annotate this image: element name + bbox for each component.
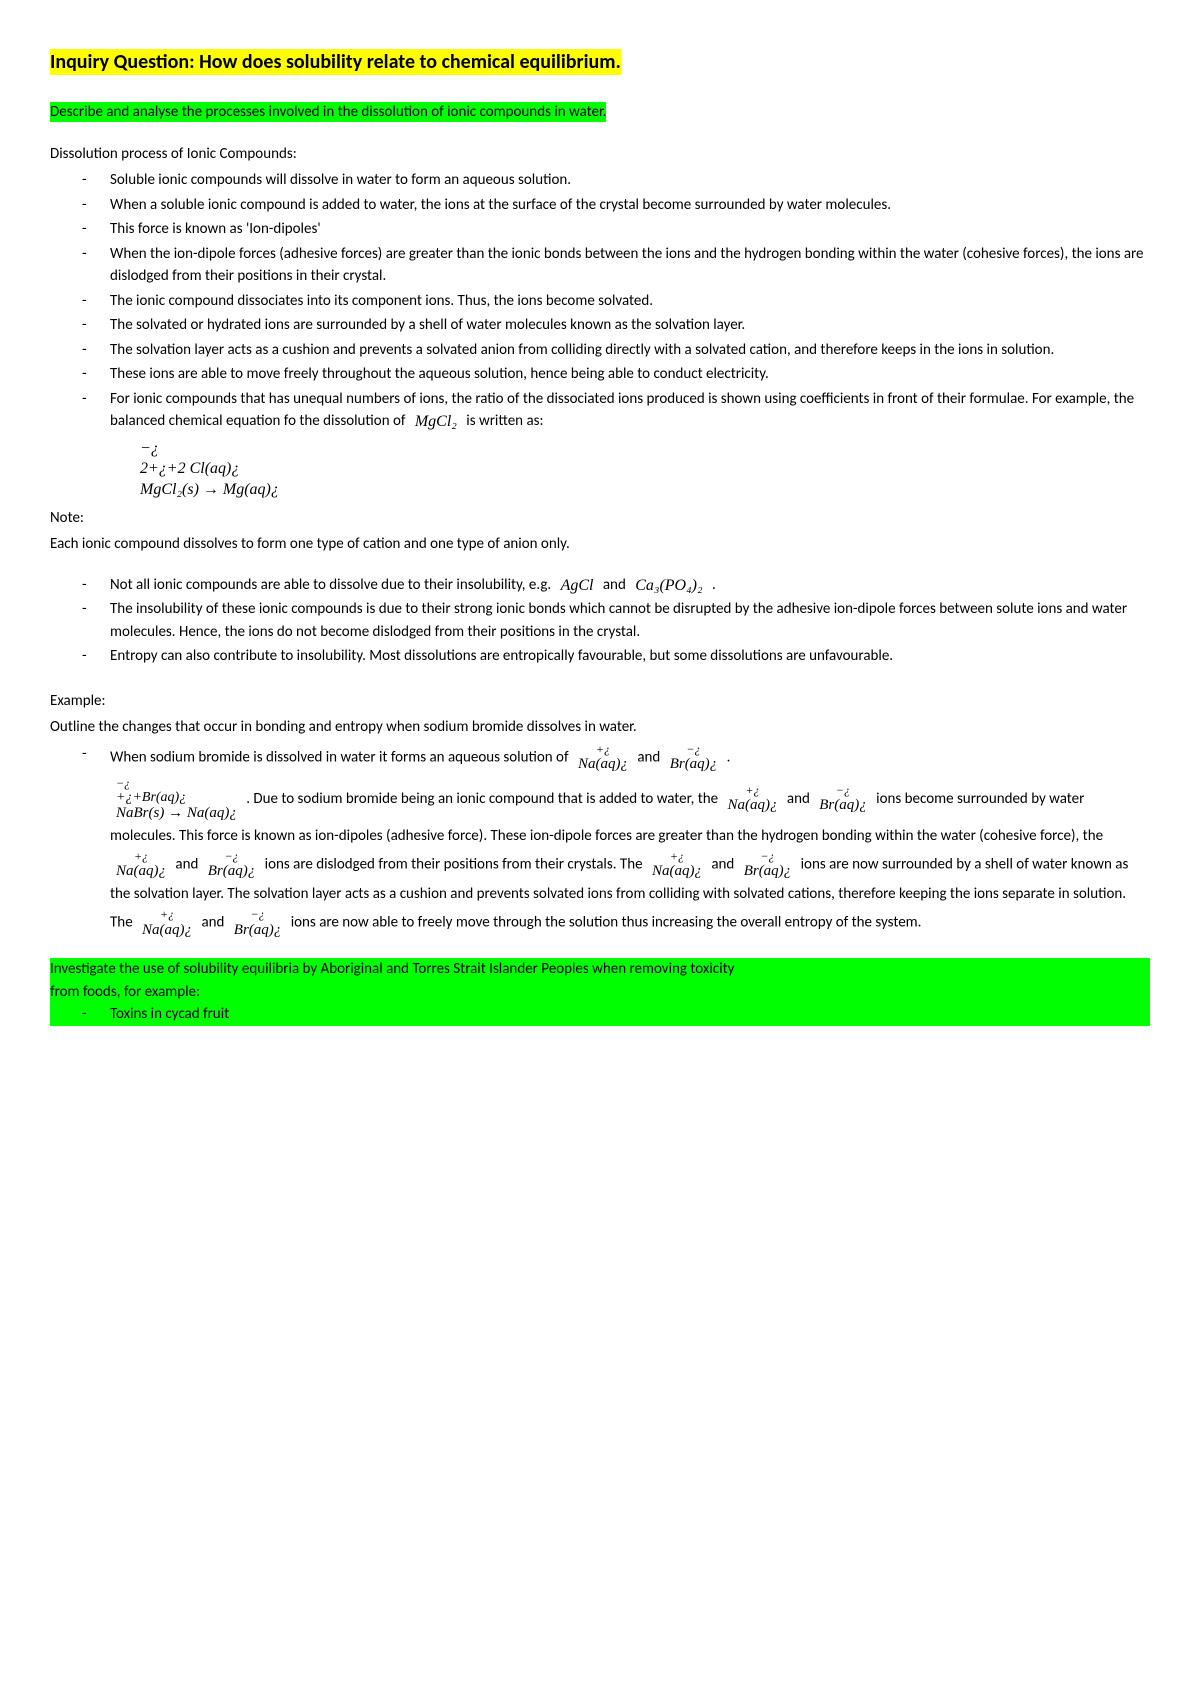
- list-item: The ionic compound dissociates into its …: [110, 290, 1150, 313]
- text-segment: and: [201, 914, 227, 932]
- list-item: The solvation layer acts as a cushion an…: [110, 339, 1150, 362]
- text-segment: When sodium bromide is dissolved in wate…: [110, 748, 572, 766]
- eq-line: NaBr(s) → Na(aq)¿: [116, 805, 237, 822]
- formula-br-minus: −¿ Br(aq)¿: [744, 850, 792, 880]
- formula-na-plus: +¿ Na(aq)¿: [142, 908, 192, 938]
- sub: Na(aq)¿: [727, 797, 777, 814]
- example-header: Example:: [50, 690, 1150, 713]
- formula-mgcl2: MgCl₂: [415, 413, 457, 431]
- heading2-line2: from foods, for example:: [50, 983, 200, 1001]
- sub: Na(aq)¿: [142, 922, 192, 939]
- list-item: When a soluble ionic compound is added t…: [110, 194, 1150, 217]
- text-segment: is written as:: [466, 412, 543, 430]
- eq-line: 2+¿+2 Cl(aq)¿: [140, 459, 1150, 480]
- sup: −¿: [208, 850, 256, 863]
- bullet-list-1: Soluble ionic compounds will dissolve in…: [50, 169, 1150, 501]
- formula-na-plus: +¿ Na(aq)¿: [116, 850, 166, 880]
- text-segment: Not all ionic compounds are able to diss…: [110, 576, 555, 594]
- eq-line: −¿: [116, 777, 237, 790]
- text-segment: and: [603, 576, 629, 594]
- sub: Na(aq)¿: [652, 863, 702, 880]
- sup: +¿: [142, 908, 192, 921]
- sup: −¿: [819, 784, 867, 797]
- sub: Br(aq)¿: [819, 797, 867, 814]
- formula-br-minus: −¿ Br(aq)¿: [670, 743, 718, 773]
- eq-line: −¿: [140, 439, 1150, 460]
- text-segment: . Due to sodium bromide being an ionic c…: [246, 790, 718, 808]
- sub: Br(aq)¿: [744, 863, 792, 880]
- example-bullet: When sodium bromide is dissolved in wate…: [50, 743, 1150, 773]
- formula-na-plus: +¿ Na(aq)¿: [727, 784, 777, 814]
- text-segment: ions are dislodged from their positions …: [265, 856, 646, 874]
- text-segment: and: [787, 790, 813, 808]
- list-item: Entropy can also contribute to insolubil…: [110, 645, 1150, 668]
- sub: Na(aq)¿: [116, 863, 166, 880]
- list-item: The solvated or hydrated ions are surrou…: [110, 314, 1150, 337]
- formula-na-plus: +¿ Na(aq)¿: [578, 743, 628, 773]
- sub: Na(aq)¿: [578, 756, 628, 773]
- sub: Br(aq)¿: [208, 863, 256, 880]
- equation-block-2: −¿ +¿+Br(aq)¿ NaBr(s) → Na(aq)¿: [116, 777, 237, 822]
- text-segment: and: [637, 748, 663, 766]
- heading2-bullets: Toxins in cycad fruit: [50, 1003, 1150, 1026]
- title-text: Inquiry Question: How does solubility re…: [50, 49, 621, 75]
- list-item: When sodium bromide is dissolved in wate…: [110, 743, 1150, 773]
- list-item: Soluble ionic compounds will dissolve in…: [110, 169, 1150, 192]
- list-item: These ions are able to move freely throu…: [110, 363, 1150, 386]
- formula-br-minus: −¿ Br(aq)¿: [819, 784, 867, 814]
- heading-1: Describe and analyse the processes invol…: [50, 102, 1150, 121]
- equation-block-1: −¿ 2+¿+2 Cl(aq)¿ MgCl₂(s) → Mg(aq)¿: [140, 439, 1150, 501]
- document-page: Inquiry Question: How does solubility re…: [0, 0, 1200, 1078]
- list-item: Toxins in cycad fruit: [110, 1003, 1150, 1026]
- section1-header: Dissolution process of Ionic Compounds:: [50, 145, 1150, 163]
- bullet-list-2: Not all ionic compounds are able to diss…: [50, 574, 1150, 668]
- text-segment: .: [727, 748, 731, 766]
- list-item: The insolubility of these ionic compound…: [110, 598, 1150, 643]
- text-segment: ions are now able to freely move through…: [291, 914, 922, 932]
- eq-line: +¿+Br(aq)¿: [116, 790, 237, 805]
- sub: Br(aq)¿: [670, 756, 718, 773]
- heading-2: Investigate the use of solubility equili…: [50, 958, 1150, 1026]
- sup: +¿: [116, 850, 166, 863]
- text-segment: and: [711, 856, 737, 874]
- heading2-line1: Investigate the use of solubility equili…: [50, 960, 734, 978]
- sup: −¿: [234, 908, 282, 921]
- note-header: Note:: [50, 507, 1150, 530]
- sup: +¿: [578, 743, 628, 756]
- sub: Br(aq)¿: [234, 922, 282, 939]
- sup: +¿: [652, 850, 702, 863]
- heading1-text: Describe and analyse the processes invol…: [50, 102, 606, 122]
- list-item: When the ion-dipole forces (adhesive for…: [110, 243, 1150, 288]
- text-segment: .: [712, 576, 716, 594]
- list-item: Not all ionic compounds are able to diss…: [110, 574, 1150, 597]
- eq-line: MgCl₂(s) → Mg(aq)¿: [140, 480, 1150, 501]
- inquiry-title: Inquiry Question: How does solubility re…: [50, 50, 1150, 74]
- list-item: For ionic compounds that has unequal num…: [110, 388, 1150, 501]
- sup: +¿: [727, 784, 777, 797]
- formula-ca3po4: Ca₃(PO₄)₂: [635, 577, 702, 595]
- example-paragraph: −¿ +¿+Br(aq)¿ NaBr(s) → Na(aq)¿ . Due to…: [50, 777, 1150, 938]
- formula-agcl: AgCl: [561, 577, 594, 595]
- sup: −¿: [670, 743, 718, 756]
- formula-na-plus: +¿ Na(aq)¿: [652, 850, 702, 880]
- list-item: This force is known as 'Ion-dipoles': [110, 218, 1150, 241]
- example-question: Outline the changes that occur in bondin…: [50, 716, 1150, 739]
- note-text: Each ionic compound dissolves to form on…: [50, 533, 1150, 556]
- text-segment: For ionic compounds that has unequal num…: [110, 390, 1134, 431]
- formula-br-minus: −¿ Br(aq)¿: [234, 908, 282, 938]
- text-segment: and: [175, 856, 201, 874]
- formula-br-minus: −¿ Br(aq)¿: [208, 850, 256, 880]
- sup: −¿: [744, 850, 792, 863]
